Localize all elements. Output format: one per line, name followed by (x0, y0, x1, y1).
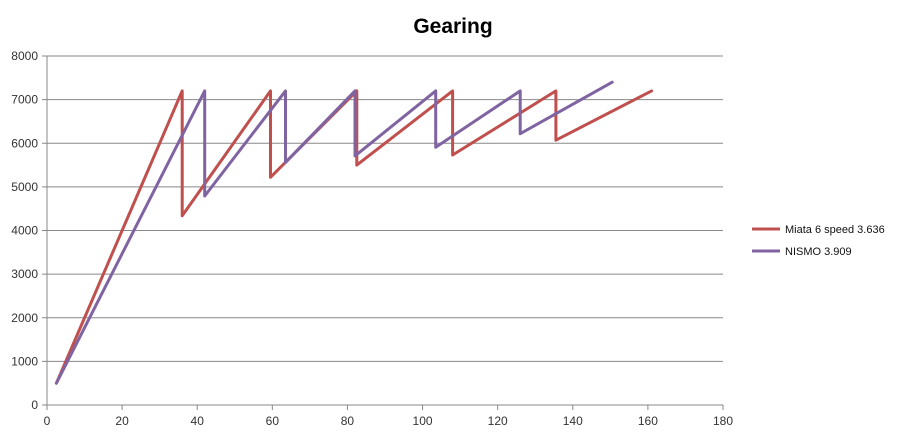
x-tick-label: 0 (44, 414, 51, 428)
x-tick-label: 20 (115, 414, 129, 428)
x-tick-label: 120 (488, 414, 508, 428)
legend: Miata 6 speed 3.636 NISMO 3.909 (752, 224, 885, 258)
axes (42, 55, 724, 410)
y-tick-label: 6000 (11, 136, 38, 150)
y-tick-label: 0 (31, 398, 38, 412)
x-tick-label: 140 (563, 414, 583, 428)
series-line-1 (54, 89, 654, 385)
y-tick-label: 4000 (11, 224, 38, 238)
y-tick-label: 1000 (11, 354, 38, 368)
series-line-2 (54, 80, 614, 385)
x-tick-label: 40 (191, 414, 205, 428)
x-tick-label: 60 (266, 414, 280, 428)
x-tick-label: 160 (638, 414, 658, 428)
grid-lines (47, 55, 723, 362)
tick-labels: 0 1000 2000 3000 4000 5000 6000 7000 8000 0 20 40 60… (11, 49, 733, 428)
x-tick-label: 80 (341, 414, 355, 428)
y-tick-label: 5000 (11, 180, 38, 194)
legend-label: NISMO 3.909 (785, 246, 852, 258)
y-tick-label: 2000 (11, 311, 38, 325)
y-tick-label: 7000 (11, 93, 38, 107)
x-tick-label: 100 (413, 414, 433, 428)
y-tick-label: 3000 (11, 267, 38, 281)
x-tick-label: 180 (713, 414, 733, 428)
series-lines (54, 80, 654, 385)
y-tick-label: 8000 (11, 49, 38, 63)
legend-label: Miata 6 speed 3.636 (785, 224, 885, 236)
chart-title: Gearing (413, 15, 492, 38)
